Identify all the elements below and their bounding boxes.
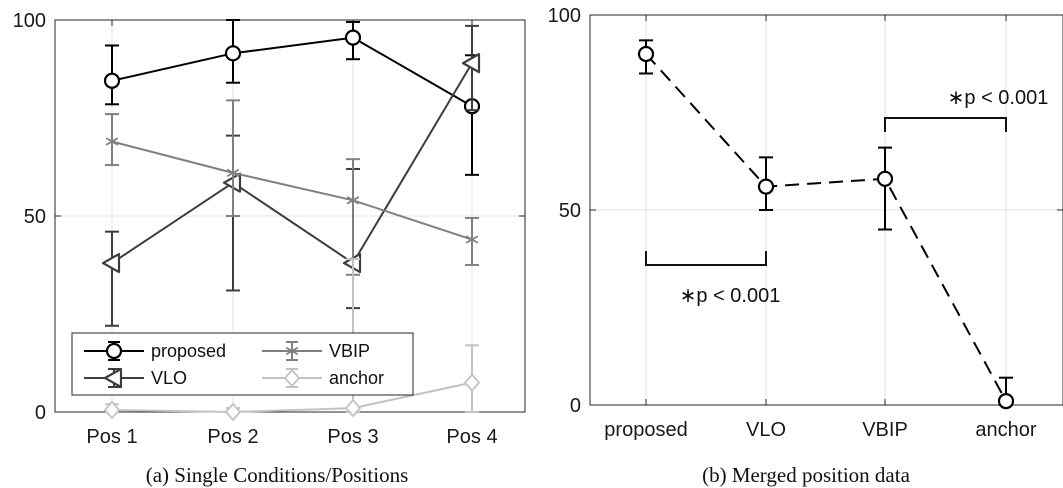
- panel-b-ytick-label: 100: [548, 5, 581, 27]
- panel-a-xtick-label: Pos 2: [207, 426, 258, 448]
- panel-a-VBIP-line: [111, 140, 473, 241]
- panel-a-ytick-label: 100: [13, 10, 46, 32]
- legend-proposed-label: proposed: [151, 341, 226, 361]
- panel-b-ytick-label: 50: [559, 200, 581, 222]
- panel-a-VBIP-point: [346, 193, 360, 208]
- panel-a-ytick-label: 50: [24, 206, 46, 228]
- legend-VBIP-marker: [285, 344, 299, 358]
- panel-b-series-0-point: [997, 393, 1015, 410]
- legend-VLO-marker: [103, 367, 123, 389]
- caption-a: (a) Single Conditions/Positions: [146, 463, 409, 487]
- panel-a-VBIP-point: [226, 165, 240, 180]
- legend-proposed-marker: [105, 342, 123, 360]
- panel-b-significance-bracket: [884, 117, 1007, 132]
- panel-a-VBIP-point: [105, 134, 119, 149]
- legend-anchor-label: anchor: [329, 368, 384, 388]
- panel-a-VLO-point: [101, 252, 121, 274]
- panel-a-anchor-point: [224, 402, 242, 422]
- panel-a-proposed-point: [224, 45, 242, 62]
- panel-b-xtick-label: anchor: [975, 419, 1036, 441]
- panel-a-proposed-point: [344, 29, 362, 46]
- panel-b-ytick-label: 0: [570, 395, 581, 417]
- panel-a-anchor-point: [344, 398, 362, 418]
- panel-b-series-0-point: [637, 45, 655, 63]
- panel-a-xtick-label: Pos 1: [86, 426, 137, 448]
- panel-a-proposed-line: [111, 36, 473, 108]
- legend-VBIP-label: VBIP: [329, 341, 370, 361]
- panel-a-VLO-point: [461, 53, 481, 74]
- panel-a-VLO-line: [111, 62, 473, 265]
- legend-VLO-label: VLO: [151, 368, 187, 388]
- panel-a-xtick-label: Pos 3: [327, 426, 378, 448]
- panel-b-significance-bracket: [645, 251, 767, 266]
- panel-a-VBIP-point: [465, 232, 479, 247]
- panel-a-ytick-label: 0: [35, 402, 46, 424]
- panel-a-xtick-label: Pos 4: [446, 426, 497, 448]
- panel-b-significance-label: ∗p < 0.001: [680, 285, 781, 307]
- panel-b-series-0-line: [645, 53, 1007, 402]
- panel-b-xtick-label: proposed: [604, 419, 687, 441]
- panel-b-significance-label: ∗p < 0.001: [948, 87, 1049, 109]
- panel-a-proposed-point: [103, 72, 121, 89]
- panel-a-anchor-point: [463, 373, 481, 392]
- panel-a-anchor-point: [103, 400, 121, 420]
- caption-b: (b) Merged position data: [702, 463, 910, 487]
- legend-box: [71, 332, 414, 396]
- panel-b-series-0-point: [876, 170, 894, 187]
- legend-anchor-marker: [283, 368, 301, 388]
- panel-b-xtick-label: VBIP: [862, 419, 908, 441]
- panel-b-xtick-label: VLO: [746, 419, 786, 441]
- panel-b-series-0-point: [757, 178, 775, 195]
